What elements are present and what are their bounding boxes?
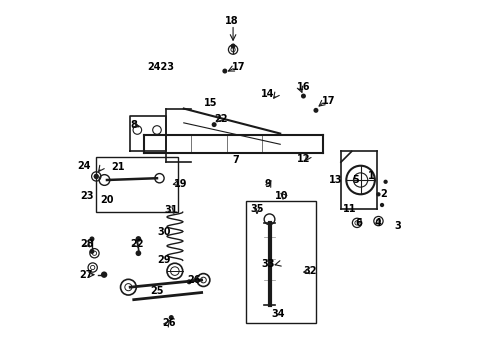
Text: 33: 33 (261, 259, 274, 269)
Text: 16: 16 (296, 82, 309, 92)
Text: 32: 32 (303, 266, 317, 276)
Text: 10: 10 (275, 191, 288, 201)
Text: 21: 21 (111, 162, 124, 172)
Text: 24: 24 (77, 161, 90, 171)
Text: 31: 31 (164, 205, 178, 215)
Circle shape (379, 203, 384, 207)
Circle shape (313, 108, 318, 113)
Text: 17: 17 (321, 96, 334, 107)
Text: 9: 9 (264, 179, 270, 189)
Text: 14: 14 (261, 89, 274, 99)
Bar (96, 157, 178, 212)
Text: 8: 8 (130, 120, 137, 130)
Text: 4: 4 (374, 218, 381, 228)
Text: 29: 29 (157, 255, 170, 265)
Circle shape (300, 94, 305, 99)
Text: 17: 17 (232, 63, 245, 72)
Text: 18: 18 (225, 16, 238, 26)
Circle shape (101, 271, 107, 278)
Text: 26: 26 (163, 318, 176, 328)
Circle shape (222, 68, 227, 73)
Text: 6: 6 (355, 218, 362, 228)
Text: 5: 5 (351, 175, 358, 185)
Text: 2423: 2423 (147, 63, 174, 72)
Text: 34: 34 (271, 309, 285, 319)
Text: 27: 27 (79, 270, 92, 280)
Text: 12: 12 (296, 154, 309, 163)
Circle shape (89, 237, 94, 242)
Text: 20: 20 (100, 195, 114, 204)
Text: 22: 22 (130, 239, 144, 249)
Circle shape (168, 315, 173, 320)
Text: 15: 15 (203, 98, 217, 108)
Text: 26: 26 (187, 275, 201, 285)
Text: 25: 25 (150, 286, 163, 296)
Circle shape (135, 236, 141, 242)
Text: 7: 7 (232, 156, 239, 165)
Circle shape (135, 250, 141, 256)
Text: 22: 22 (214, 114, 227, 124)
Text: 13: 13 (328, 175, 342, 185)
Circle shape (230, 44, 235, 49)
Text: 2: 2 (380, 189, 386, 199)
Text: 23: 23 (81, 191, 94, 201)
Circle shape (383, 180, 387, 184)
Text: 28: 28 (81, 239, 94, 249)
Bar (246, 202, 315, 323)
Text: 19: 19 (173, 179, 186, 189)
Text: 3: 3 (394, 221, 401, 231)
Text: 35: 35 (250, 203, 263, 213)
Text: 11: 11 (343, 203, 356, 213)
Text: 30: 30 (157, 227, 170, 237)
Circle shape (89, 249, 94, 254)
Circle shape (376, 192, 380, 197)
Circle shape (186, 279, 191, 284)
Circle shape (94, 174, 99, 179)
Circle shape (211, 122, 216, 127)
Text: 1: 1 (367, 171, 374, 181)
